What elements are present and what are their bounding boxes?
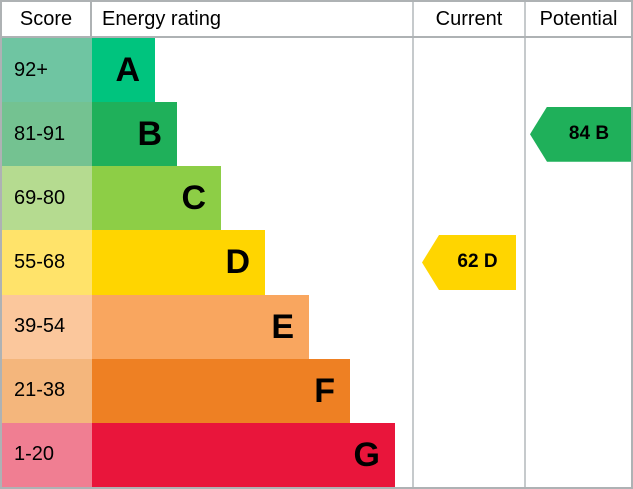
band-row-f: 21-38 F — [2, 358, 631, 423]
band-score-cell: 81-91 — [2, 102, 92, 167]
band-score-cell: 21-38 — [2, 358, 92, 423]
rating-letter: B — [137, 115, 162, 154]
potential-cell — [524, 294, 631, 359]
band-row-a: 92+ A — [2, 38, 631, 103]
current-cell — [412, 294, 524, 359]
potential-cell — [524, 230, 631, 295]
band-row-e: 39-54 E — [2, 294, 631, 359]
rating-bar: G — [92, 422, 395, 487]
rating-letter: G — [353, 435, 380, 474]
band-row-d: 55-68 D 62 D — [2, 230, 631, 295]
header-score: Score — [2, 2, 92, 36]
current-rating-tag: 62 D — [422, 234, 516, 290]
rating-letter: C — [181, 179, 206, 218]
band-score-cell: 92+ — [2, 38, 92, 103]
current-rating-label: 62 D — [457, 251, 498, 273]
band-bar-zone: D — [92, 230, 412, 295]
band-bar-zone: E — [92, 294, 412, 359]
rating-bar: C — [92, 166, 221, 231]
potential-cell: 84 B — [524, 102, 631, 167]
band-bar-zone: B — [92, 102, 412, 167]
current-cell — [412, 422, 524, 487]
rating-bar: A — [92, 38, 155, 103]
header-energy-rating: Energy rating — [102, 7, 221, 30]
header-potential: Potential — [524, 2, 631, 36]
band-score-cell: 69-80 — [2, 166, 92, 231]
rating-bar: E — [92, 294, 309, 359]
potential-cell — [524, 422, 631, 487]
rating-bar: F — [92, 358, 350, 423]
band-score-cell: 39-54 — [2, 294, 92, 359]
band-row-c: 69-80 C — [2, 166, 631, 231]
chart-body: 92+ A 81-91 B 84 B 69-80 C — [2, 38, 631, 487]
potential-cell — [524, 358, 631, 423]
potential-rating-label: 84 B — [568, 123, 610, 145]
potential-rating-tag: 84 B — [530, 106, 631, 162]
band-bar-zone: G — [92, 422, 412, 487]
rating-bar: B — [92, 102, 177, 167]
band-score-cell: 1-20 — [2, 422, 92, 487]
rating-letter: E — [271, 307, 294, 346]
rating-letter: F — [314, 371, 335, 410]
band-score-cell: 55-68 — [2, 230, 92, 295]
rating-letter: D — [225, 243, 250, 282]
rating-letter: A — [115, 51, 140, 90]
current-cell — [412, 166, 524, 231]
chart-header: Score Energy rating Current Potential — [2, 2, 631, 38]
potential-cell — [524, 166, 631, 231]
current-cell — [412, 102, 524, 167]
current-cell — [412, 358, 524, 423]
band-bar-zone: A — [92, 38, 412, 103]
current-cell: 62 D — [412, 230, 524, 295]
potential-cell — [524, 38, 631, 103]
band-row-b: 81-91 B 84 B — [2, 102, 631, 167]
current-cell — [412, 38, 524, 103]
rating-bar: D — [92, 230, 265, 295]
band-row-g: 1-20 G — [2, 422, 631, 487]
band-bar-zone: C — [92, 166, 412, 231]
band-bar-zone: F — [92, 358, 412, 423]
header-current: Current — [412, 2, 524, 36]
